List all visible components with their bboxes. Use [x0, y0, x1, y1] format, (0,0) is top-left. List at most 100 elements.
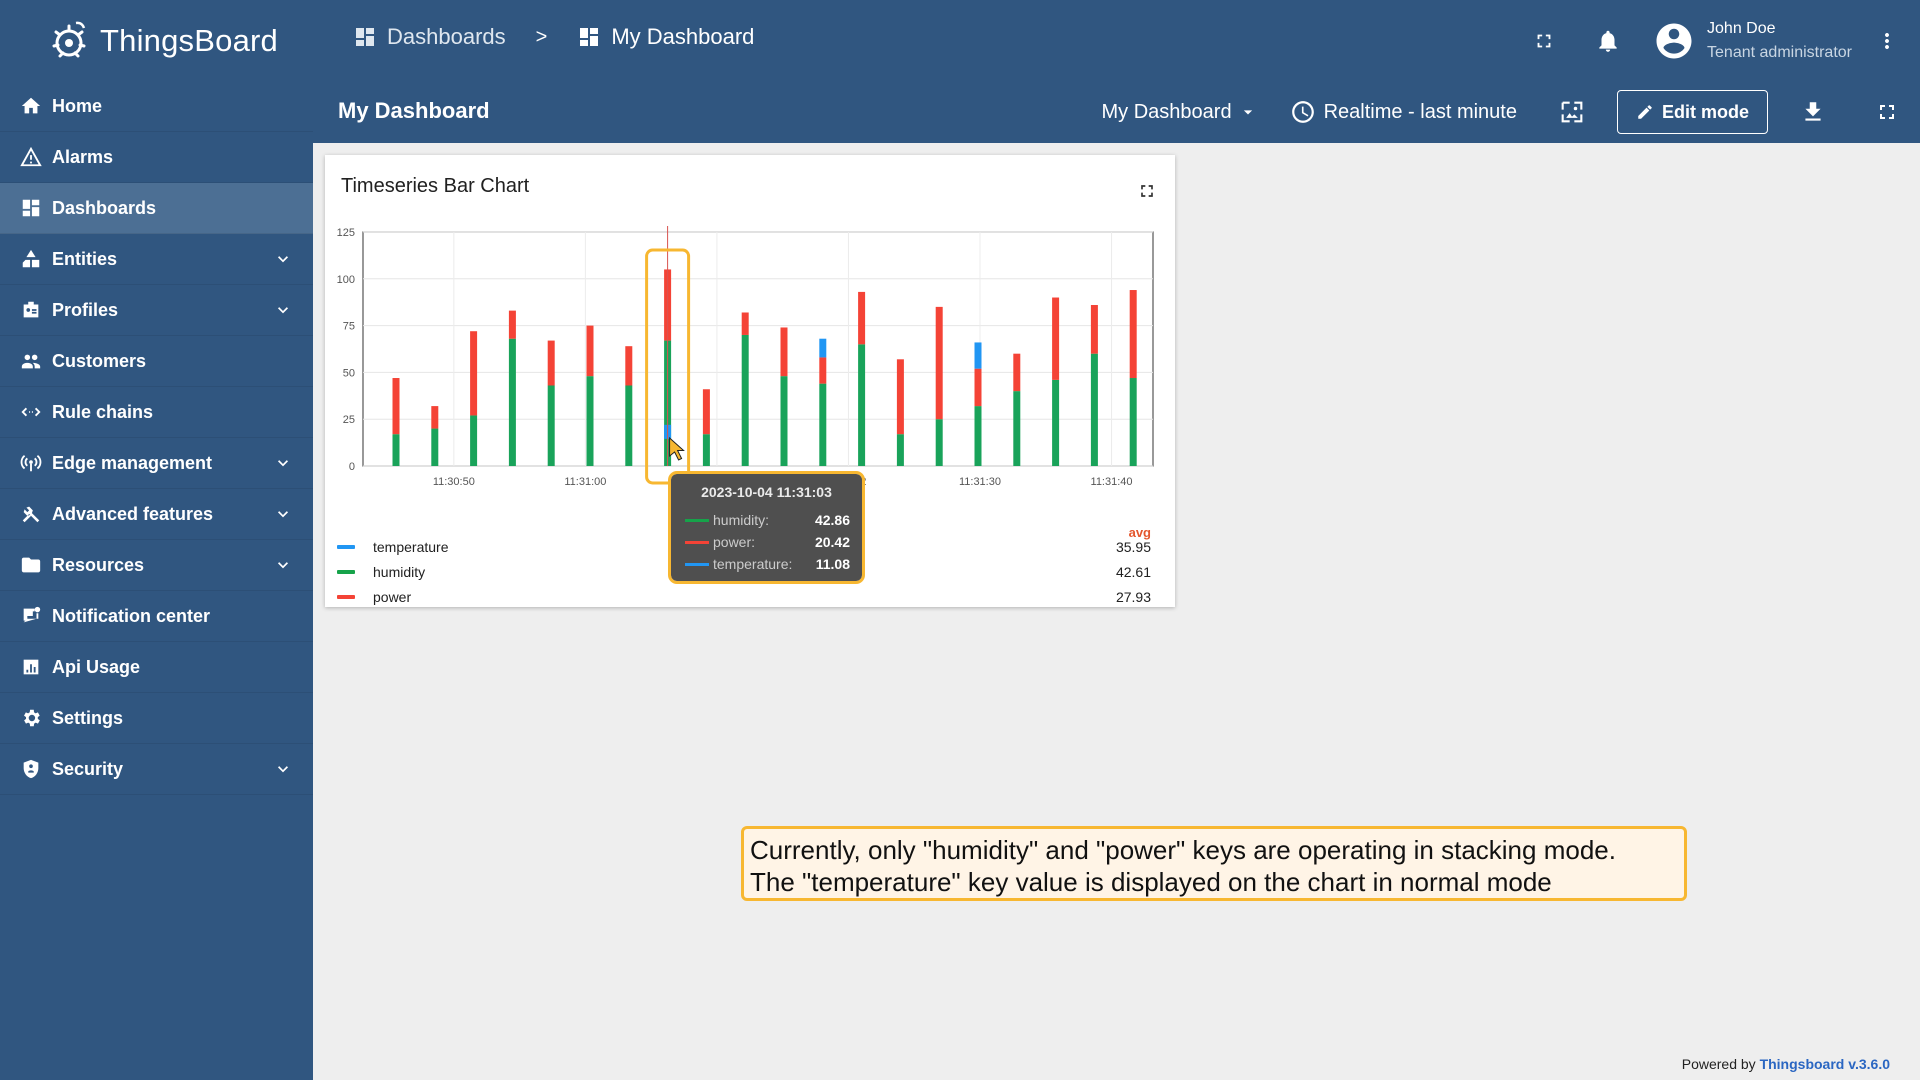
download-icon[interactable] — [1798, 97, 1828, 127]
chevron-down-icon[interactable] — [273, 249, 293, 269]
sidebar-item-notification-center[interactable]: Notification center — [0, 591, 313, 642]
bar-chart[interactable]: 025507510012511:30:5011:31:0011:31:1011:… — [325, 155, 1175, 525]
more-vert-icon[interactable] — [1872, 26, 1902, 56]
bar-humidity — [508, 338, 516, 466]
notifications-bell-icon[interactable] — [1593, 26, 1623, 56]
gear-icon — [20, 707, 42, 729]
bar-humidity — [702, 434, 710, 466]
sidebar-item-label: Customers — [52, 350, 147, 371]
tooltip-row: humidity: 42.86 — [685, 510, 850, 530]
widget-fullscreen-icon[interactable] — [1137, 181, 1157, 201]
legend-avg-header: avg — [1128, 525, 1151, 540]
bar-power — [1129, 290, 1137, 379]
notification-icon — [20, 605, 42, 627]
chevron-down-icon[interactable] — [273, 504, 293, 524]
dropdown-arrow-icon — [1243, 110, 1252, 115]
home-icon — [20, 95, 42, 117]
sidebar-item-settings[interactable]: Settings — [0, 693, 313, 744]
sidebar-item-label: Dashboards — [52, 197, 157, 218]
bar-power — [547, 340, 555, 386]
sidebar-item-label: Api Usage — [52, 656, 141, 677]
app-logo[interactable]: ThingsBoard — [0, 0, 313, 81]
sidebar-item-resources[interactable]: Resources — [0, 540, 313, 591]
legend-swatch — [337, 595, 355, 599]
chevron-down-icon[interactable] — [273, 453, 293, 473]
sidebar-item-label: Security — [52, 758, 124, 779]
sidebar-item-security[interactable]: Security — [0, 744, 313, 795]
sidebar-item-label: Rule chains — [52, 401, 154, 422]
bar-humidity — [1013, 391, 1021, 466]
callout-line-2: The "temperature" key value is displayed… — [750, 867, 1552, 897]
callout-line-1: Currently, only "humidity" and "power" k… — [750, 835, 1616, 865]
bar-power — [625, 346, 633, 386]
dashboard-icon — [20, 197, 42, 219]
sidebar-item-label: Resources — [52, 554, 145, 575]
user-name: John Doe — [1707, 19, 1776, 37]
sidebar-item-advanced-features[interactable]: Advanced features — [0, 489, 313, 540]
chart-tooltip: 2023-10-04 11:31:03 humidity: 42.86 power:… — [668, 471, 865, 584]
breadcrumb: Dashboards > My Dashboard — [353, 24, 754, 50]
edit-mode-button[interactable]: Edit mode — [1616, 90, 1768, 134]
tooltip-key: temperature: — [713, 556, 793, 572]
bar-humidity — [780, 376, 788, 466]
sidebar-item-customers[interactable]: Customers — [0, 336, 313, 387]
legend-item-temperature[interactable]: temperature 35.95 — [337, 536, 1163, 558]
dashboard-content: 025507510012511:30:5011:31:0011:31:1011:… — [313, 143, 1920, 1080]
widget-title: Timeseries Bar Chart — [341, 175, 530, 197]
legend-item-power[interactable]: power 27.93 — [337, 586, 1163, 608]
customers-icon — [20, 350, 42, 372]
breadcrumb-dashboards[interactable]: Dashboards — [353, 24, 506, 50]
bar-power — [586, 325, 594, 377]
sidebar-item-api-usage[interactable]: Api Usage — [0, 642, 313, 693]
clock-icon — [1291, 101, 1314, 123]
app-name: ThingsBoard — [100, 22, 278, 58]
dashboard-fullscreen-icon[interactable] — [1872, 97, 1902, 127]
sidebar-item-label: Entities — [52, 248, 118, 269]
page-title: My Dashboard — [338, 98, 490, 123]
bar-power — [702, 389, 710, 435]
timewindow-label: Realtime - last minute — [1323, 100, 1517, 123]
user-role: Tenant administrator — [1707, 43, 1852, 61]
sidebar-item-label: Alarms — [52, 146, 114, 167]
bar-humidity — [547, 385, 555, 466]
highlight-box — [645, 248, 691, 485]
sidebar-item-rule-chains[interactable]: Rule chains — [0, 387, 313, 438]
user-info: John Doe Tenant administrator — [1707, 17, 1852, 65]
sidebar: ThingsBoard Home Alarms Dashboards Entities… — [0, 0, 313, 1080]
x-tick-label: 11:31:00 — [564, 476, 606, 488]
warning-icon — [20, 146, 42, 168]
breadcrumb-separator: > — [535, 25, 548, 48]
powered-by-link[interactable]: Thingsboard v.3.6.0 — [1759, 1056, 1890, 1072]
chevron-down-icon[interactable] — [273, 759, 293, 779]
tools-icon — [20, 503, 42, 525]
chevron-down-icon[interactable] — [273, 300, 293, 320]
tooltip-swatch — [685, 562, 709, 566]
dashboard-select[interactable]: My Dashboard — [1102, 101, 1258, 124]
bar-humidity — [431, 428, 439, 466]
image-export-icon[interactable] — [1557, 97, 1587, 127]
sidebar-item-home[interactable]: Home — [0, 81, 313, 132]
sidebar-item-label: Home — [52, 95, 103, 116]
sidebar-item-label: Notification center — [52, 605, 211, 626]
tooltip-value: 20.42 — [814, 534, 850, 550]
sidebar-item-profiles[interactable]: Profiles — [0, 285, 313, 336]
edge-icon — [20, 452, 42, 474]
breadcrumb-label: My Dashboard — [611, 24, 755, 49]
sidebar-item-edge-management[interactable]: Edge management — [0, 438, 313, 489]
legend-swatch — [337, 545, 355, 549]
bar-humidity — [858, 344, 866, 466]
chevron-down-icon[interactable] — [273, 555, 293, 575]
bar-humidity — [470, 415, 478, 466]
plot-area — [362, 231, 1154, 467]
fullscreen-icon[interactable] — [1529, 26, 1559, 56]
legend-swatch — [337, 570, 355, 574]
user-menu[interactable]: John Doe Tenant administrator — [1653, 17, 1852, 65]
sidebar-item-entities[interactable]: Entities — [0, 234, 313, 285]
mouse-cursor-icon — [669, 436, 685, 461]
sidebar-item-alarms[interactable]: Alarms — [0, 132, 313, 183]
powered-by-prefix: Powered by — [1681, 1056, 1760, 1072]
breadcrumb-label: Dashboards — [387, 24, 506, 49]
sidebar-item-dashboards[interactable]: Dashboards — [0, 183, 313, 234]
timewindow-button[interactable]: Realtime - last minute — [1290, 99, 1517, 125]
legend-item-humidity[interactable]: humidity 42.61 — [337, 561, 1163, 583]
